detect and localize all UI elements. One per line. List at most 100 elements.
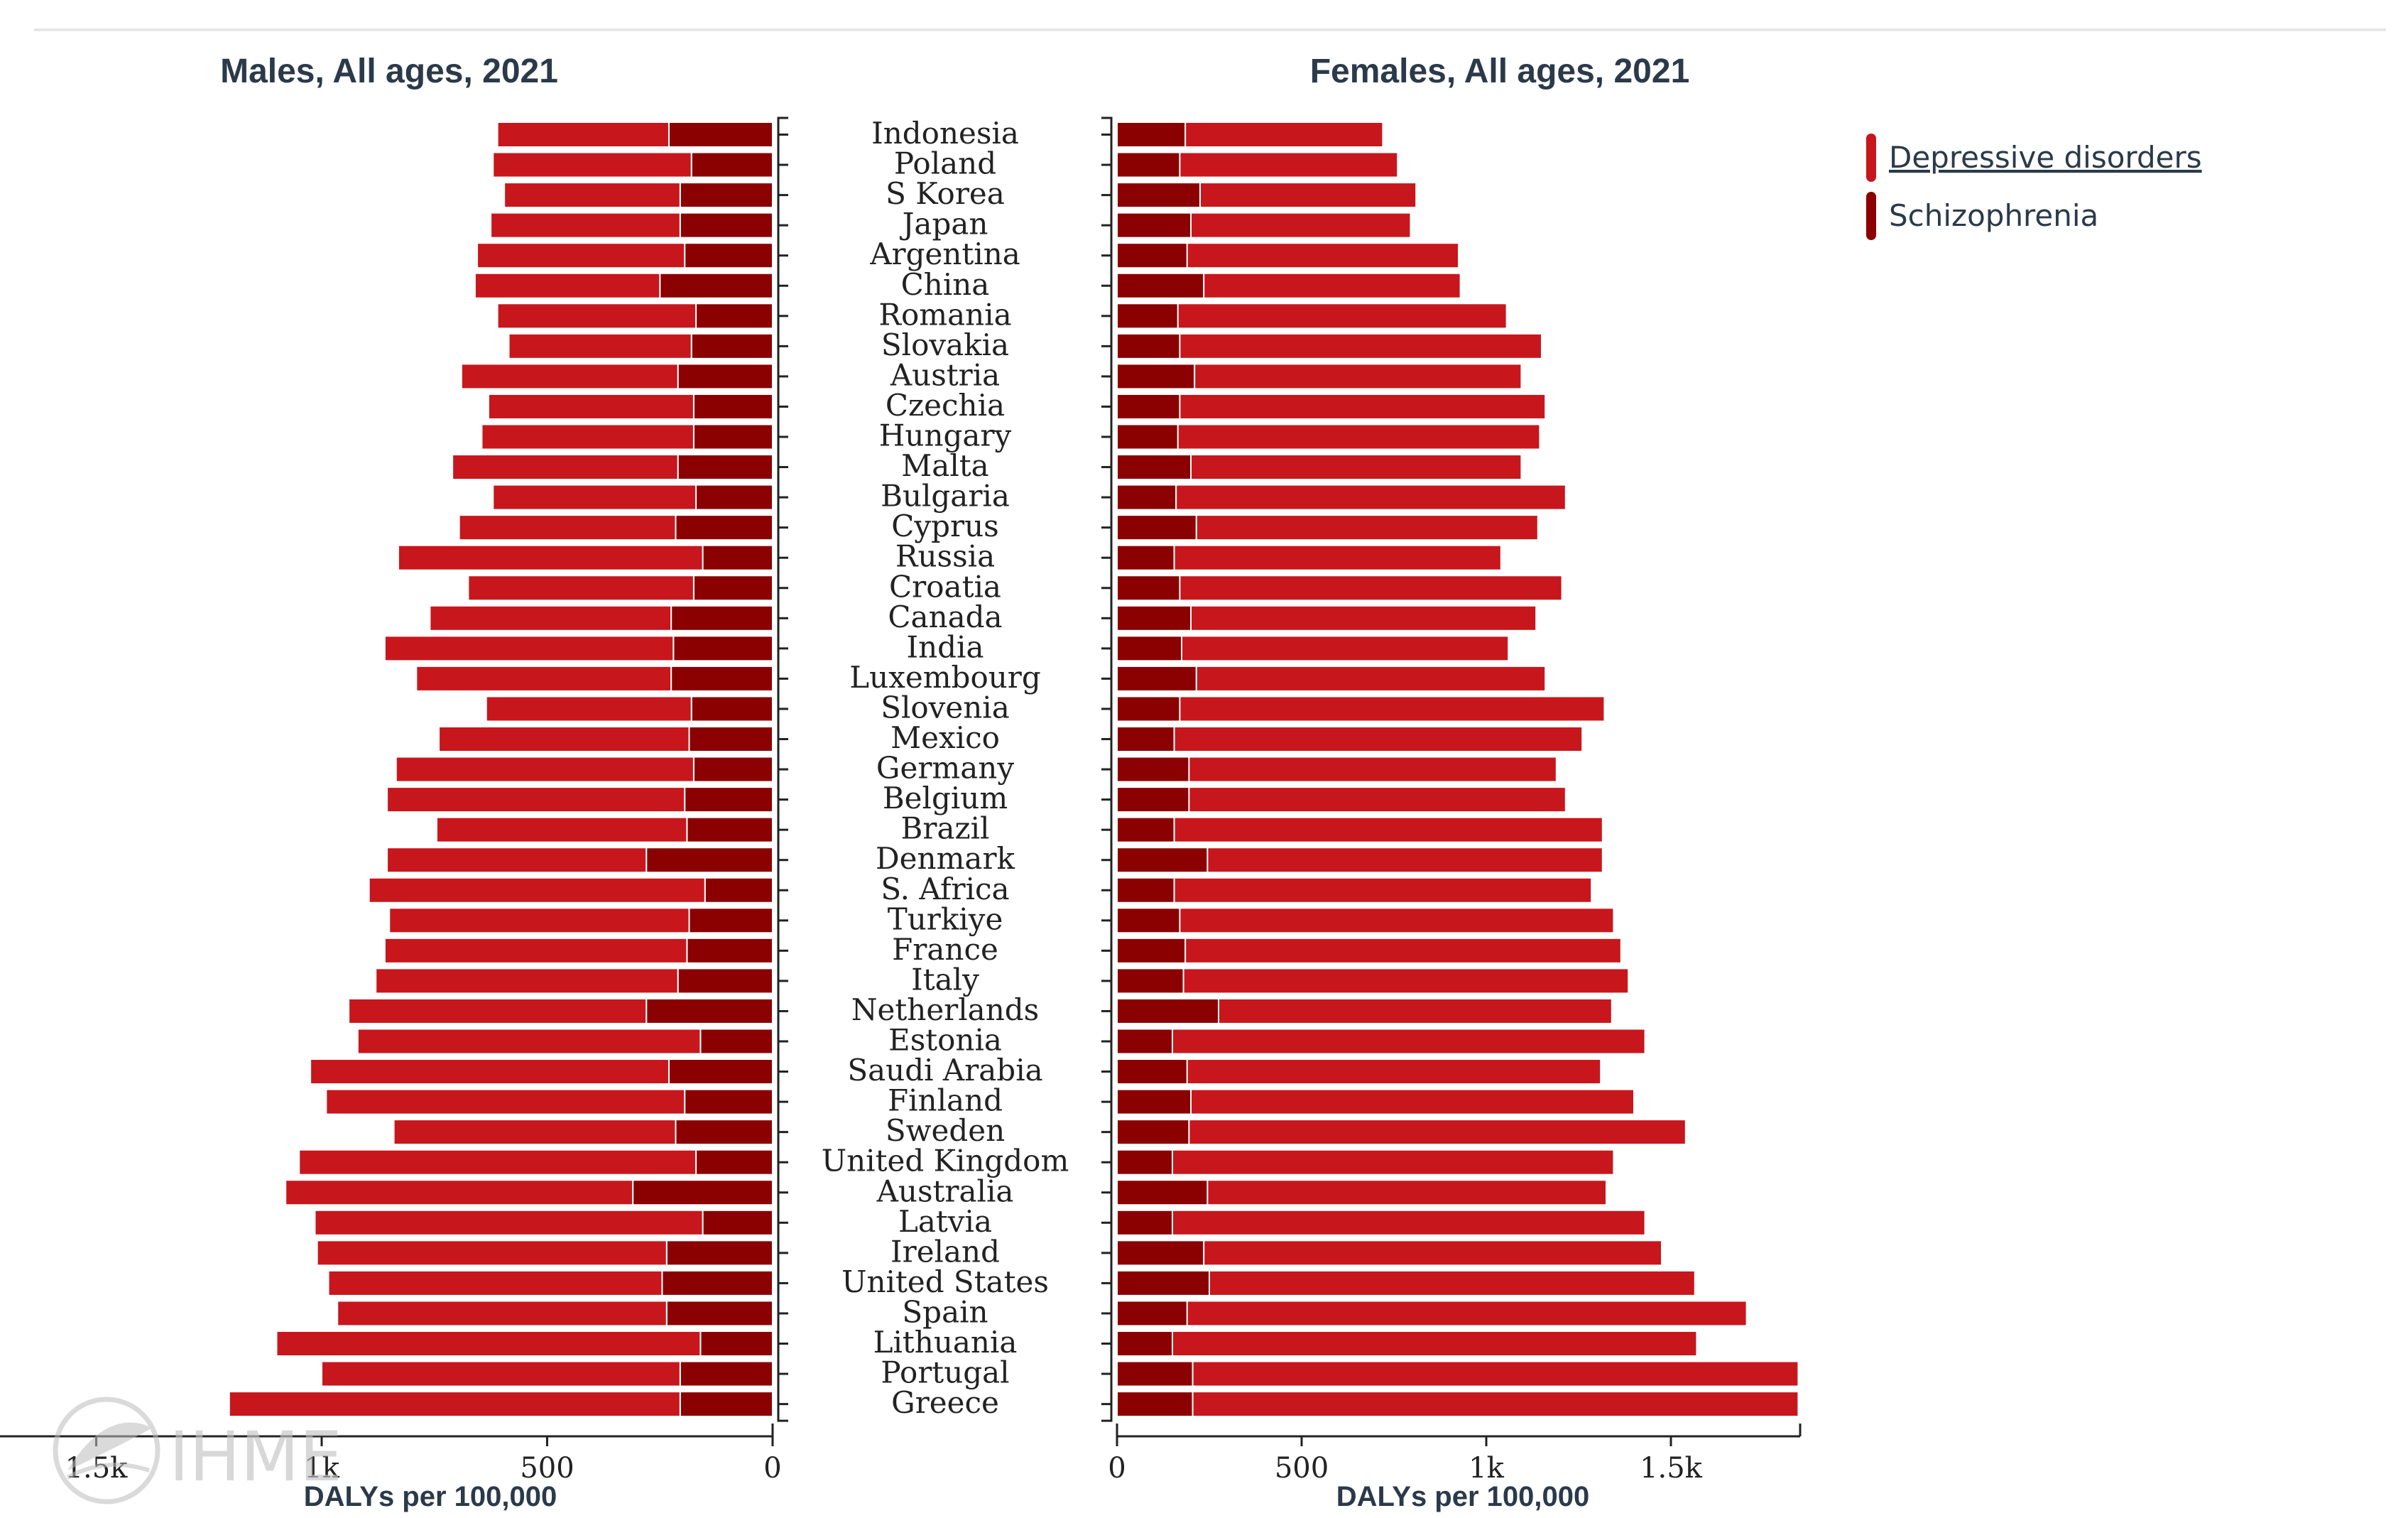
females-bar-depressive-australia[interactable] [1206, 1179, 1607, 1206]
females-bar-depressive-luxembourg[interactable] [1195, 665, 1547, 692]
females-bar-depressive-sweden[interactable] [1188, 1119, 1687, 1146]
females-bar-schizophrenia-argentina[interactable] [1116, 242, 1188, 269]
males-bar-depressive-united-states[interactable] [327, 1269, 663, 1296]
females-bar-depressive-bulgaria[interactable] [1175, 484, 1567, 511]
males-bar-schizophrenia-united-states[interactable] [661, 1269, 773, 1296]
males-bar-depressive-turkiye[interactable] [388, 907, 690, 934]
females-bar-schizophrenia-luxembourg[interactable] [1116, 665, 1197, 692]
males-bar-schizophrenia-united-kingdom[interactable] [695, 1149, 773, 1176]
females-bar-schizophrenia-italy[interactable] [1116, 967, 1184, 994]
males-bar-schizophrenia-luxembourg[interactable] [670, 665, 773, 692]
males-bar-schizophrenia-greece[interactable] [679, 1391, 774, 1418]
females-bar-schizophrenia-indonesia[interactable] [1116, 121, 1187, 148]
females-bar-schizophrenia-russia[interactable] [1116, 544, 1175, 571]
females-bar-depressive-turkiye[interactable] [1179, 907, 1615, 934]
males-bar-schizophrenia-brazil[interactable] [686, 816, 773, 843]
females-bar-schizophrenia-turkiye[interactable] [1116, 907, 1181, 934]
males-bar-schizophrenia-turkiye[interactable] [688, 907, 774, 934]
males-bar-depressive-germany[interactable] [395, 756, 694, 783]
males-bar-schizophrenia-italy[interactable] [677, 967, 774, 994]
males-bar-schizophrenia-sweden[interactable] [675, 1119, 773, 1146]
males-bar-schizophrenia-lithuania[interactable] [699, 1330, 774, 1357]
females-bar-schizophrenia-malta[interactable] [1116, 454, 1192, 481]
females-bar-schizophrenia-china[interactable] [1116, 272, 1205, 299]
females-bar-depressive-slovakia[interactable] [1179, 332, 1543, 359]
females-bar-schizophrenia-finland[interactable] [1116, 1088, 1192, 1115]
males-bar-depressive-latvia[interactable] [314, 1209, 704, 1236]
females-bar-depressive-brazil[interactable] [1173, 816, 1603, 843]
females-bar-depressive-malta[interactable] [1190, 454, 1522, 481]
males-bar-schizophrenia-malta[interactable] [677, 454, 774, 481]
males-bar-depressive-ireland[interactable] [316, 1240, 668, 1267]
legend-item-schizophrenia[interactable]: Schizophrenia [1866, 192, 2098, 240]
females-bar-depressive-mexico[interactable] [1173, 726, 1584, 752]
females-bar-schizophrenia-japan[interactable] [1116, 212, 1192, 239]
females-bar-schizophrenia-germany[interactable] [1116, 756, 1190, 783]
females-bar-depressive-latvia[interactable] [1172, 1209, 1646, 1236]
females-bar-depressive-belgium[interactable] [1188, 786, 1567, 813]
females-bar-schizophrenia-denmark[interactable] [1116, 847, 1209, 874]
females-bar-schizophrenia-portugal[interactable] [1116, 1360, 1194, 1387]
females-bar-depressive-india[interactable] [1181, 635, 1510, 662]
females-bar-depressive-slovenia[interactable] [1179, 695, 1606, 722]
males-bar-schizophrenia-australia[interactable] [632, 1179, 774, 1206]
males-bar-depressive-finland[interactable] [325, 1088, 686, 1115]
females-bar-depressive-china[interactable] [1203, 272, 1461, 299]
females-bar-depressive-hungary[interactable] [1177, 423, 1541, 450]
females-bar-depressive-argentina[interactable] [1186, 242, 1460, 269]
males-bar-schizophrenia-ireland[interactable] [665, 1240, 774, 1267]
females-bar-depressive-canada[interactable] [1190, 605, 1537, 631]
males-bar-schizophrenia-netherlands[interactable] [645, 997, 774, 1024]
females-bar-schizophrenia-poland[interactable] [1116, 151, 1181, 178]
females-bar-depressive-saudi-arabia[interactable] [1186, 1058, 1602, 1085]
females-bar-schizophrenia-mexico[interactable] [1116, 726, 1175, 752]
males-bar-depressive-slovakia[interactable] [508, 332, 692, 359]
males-bar-schizophrenia-romania[interactable] [695, 303, 773, 330]
males-bar-schizophrenia-slovakia[interactable] [690, 332, 774, 359]
males-bar-schizophrenia-finland[interactable] [684, 1088, 773, 1115]
females-bar-schizophrenia-bulgaria[interactable] [1116, 484, 1177, 511]
males-bar-schizophrenia-indonesia[interactable] [668, 121, 774, 148]
males-bar-schizophrenia-china[interactable] [659, 272, 773, 299]
females-bar-depressive-italy[interactable] [1182, 967, 1630, 994]
males-bar-depressive-mexico[interactable] [438, 726, 690, 752]
females-bar-schizophrenia-s-africa[interactable] [1116, 877, 1175, 904]
males-bar-depressive-lithuania[interactable] [276, 1330, 702, 1357]
males-bar-depressive-croatia[interactable] [467, 575, 694, 602]
females-bar-depressive-united-kingdom[interactable] [1172, 1149, 1615, 1176]
females-bar-schizophrenia-s-korea[interactable] [1116, 182, 1201, 209]
males-bar-depressive-italy[interactable] [375, 967, 679, 994]
females-bar-depressive-croatia[interactable] [1179, 575, 1563, 602]
females-bar-depressive-ireland[interactable] [1203, 1240, 1662, 1267]
females-bar-schizophrenia-croatia[interactable] [1116, 575, 1181, 602]
males-bar-depressive-romania[interactable] [496, 303, 697, 330]
legend-item-depressive-disorders[interactable]: Depressive disorders [1866, 134, 2202, 182]
females-bar-schizophrenia-ireland[interactable] [1116, 1240, 1205, 1267]
males-bar-schizophrenia-denmark[interactable] [645, 847, 774, 874]
males-bar-depressive-japan[interactable] [490, 212, 681, 239]
males-bar-schizophrenia-poland[interactable] [690, 151, 774, 178]
females-bar-depressive-lithuania[interactable] [1172, 1330, 1698, 1357]
males-bar-depressive-brazil[interactable] [435, 816, 688, 843]
females-bar-schizophrenia-netherlands[interactable] [1116, 997, 1219, 1024]
males-bar-depressive-poland[interactable] [492, 151, 692, 178]
males-bar-schizophrenia-hungary[interactable] [692, 423, 773, 450]
males-bar-depressive-russia[interactable] [397, 544, 704, 571]
males-bar-schizophrenia-russia[interactable] [702, 544, 774, 571]
males-bar-schizophrenia-mexico[interactable] [688, 726, 774, 752]
females-bar-depressive-estonia[interactable] [1172, 1028, 1646, 1055]
males-bar-schizophrenia-cyprus[interactable] [675, 514, 773, 541]
females-bar-schizophrenia-sweden[interactable] [1116, 1119, 1190, 1146]
males-bar-depressive-sweden[interactable] [393, 1119, 677, 1146]
males-bar-depressive-united-kingdom[interactable] [298, 1149, 697, 1176]
males-bar-schizophrenia-slovenia[interactable] [690, 695, 774, 722]
females-bar-schizophrenia-india[interactable] [1116, 635, 1182, 662]
males-bar-schizophrenia-austria[interactable] [677, 363, 774, 390]
males-bar-depressive-france[interactable] [383, 937, 688, 964]
males-bar-schizophrenia-estonia[interactable] [699, 1028, 774, 1055]
females-bar-depressive-cyprus[interactable] [1195, 514, 1539, 541]
males-bar-depressive-india[interactable] [383, 635, 675, 662]
females-bar-schizophrenia-spain[interactable] [1116, 1300, 1188, 1327]
females-bar-depressive-united-states[interactable] [1209, 1269, 1696, 1296]
males-bar-schizophrenia-germany[interactable] [692, 756, 773, 783]
